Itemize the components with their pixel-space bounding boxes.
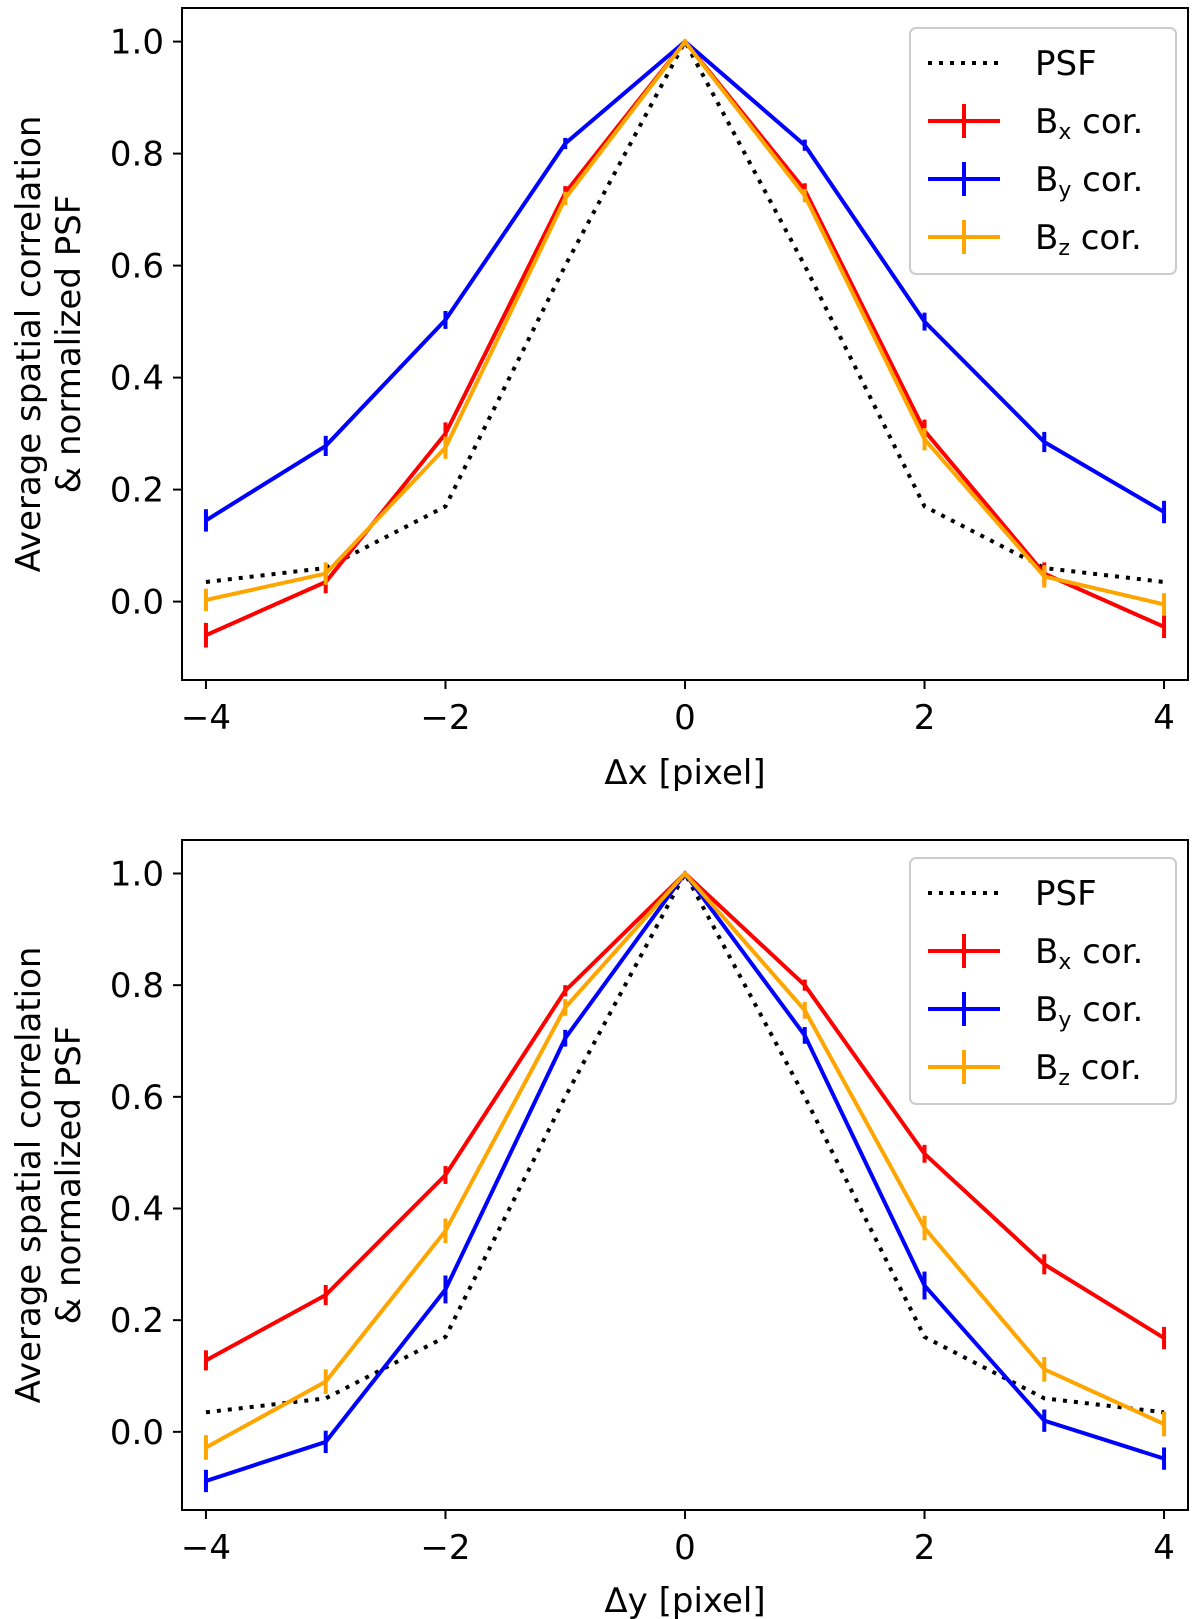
bz-cor-legend-label: Bz cor. (1035, 1048, 1142, 1091)
legend-frame (909, 857, 1177, 1105)
bottom-panel-dy: −4 −2 0 2 4 0.0 0.2 0.4 0.6 0.8 1.0 Δy [pixel] Avera… (9, 839, 1189, 1619)
y-tick-label: 0.8 (110, 966, 164, 1006)
y-axis-label: Average spatial correlation (9, 116, 49, 573)
x-tick-label: −4 (181, 698, 231, 738)
x-tick-label: 4 (1153, 698, 1175, 738)
by-cor-legend-label: By cor. (1035, 990, 1143, 1033)
psf-series-line (205, 37, 1165, 584)
bz-cor-legend-label: Bz cor. (1035, 218, 1142, 261)
y-tick-label: 0.0 (110, 583, 164, 623)
legend: PSF Bx cor. By cor. Bz cor. (909, 857, 1177, 1105)
x-tick-label: −4 (181, 1528, 231, 1568)
y-axis-label: Average spatial correlation (9, 947, 49, 1404)
y-tick-label: 0.8 (110, 135, 164, 175)
x-axis-label: Δx [pixel] (604, 753, 765, 793)
y-tick-label: 0.6 (110, 247, 164, 287)
x-tick-label: 0 (674, 698, 696, 738)
x-tick-label: 2 (914, 698, 936, 738)
y-axis-label: & normalized PSF (49, 195, 89, 494)
x-tick-label: 0 (674, 1528, 696, 1568)
x-tick-label: 2 (914, 1528, 936, 1568)
by-cor-legend-label: By cor. (1035, 160, 1143, 203)
bx-cor-legend-label: Bx cor. (1035, 932, 1143, 975)
x-tick-label: −2 (420, 1528, 470, 1568)
y-axis-label: & normalized PSF (49, 1026, 89, 1325)
bx-cor-legend-label: Bx cor. (1035, 102, 1143, 145)
y-tick-label: 0.2 (110, 1301, 164, 1341)
legend-frame (909, 27, 1177, 275)
y-tick-label: 1.0 (110, 23, 164, 63)
y-tick-label: 0.0 (110, 1413, 164, 1453)
legend: PSF Bx cor. By cor. Bz cor. (909, 27, 1177, 275)
y-tick-label: 0.6 (110, 1078, 164, 1118)
x-tick-label: 4 (1153, 1528, 1175, 1568)
y-tick-label: 0.4 (110, 1190, 164, 1230)
psf-legend-label: PSF (1035, 874, 1097, 914)
psf-legend-label: PSF (1035, 44, 1097, 84)
y-tick-label: 0.2 (110, 471, 164, 511)
x-tick-label: −2 (420, 698, 470, 738)
y-tick-label: 0.4 (110, 359, 164, 399)
top-panel-dx: −4 −2 0 2 4 0.0 0.2 0.4 0.6 0.8 1.0 Δx [pixel] Avera… (9, 7, 1189, 793)
x-axis-label: Δy [pixel] (604, 1581, 765, 1619)
y-tick-label: 1.0 (110, 855, 164, 895)
